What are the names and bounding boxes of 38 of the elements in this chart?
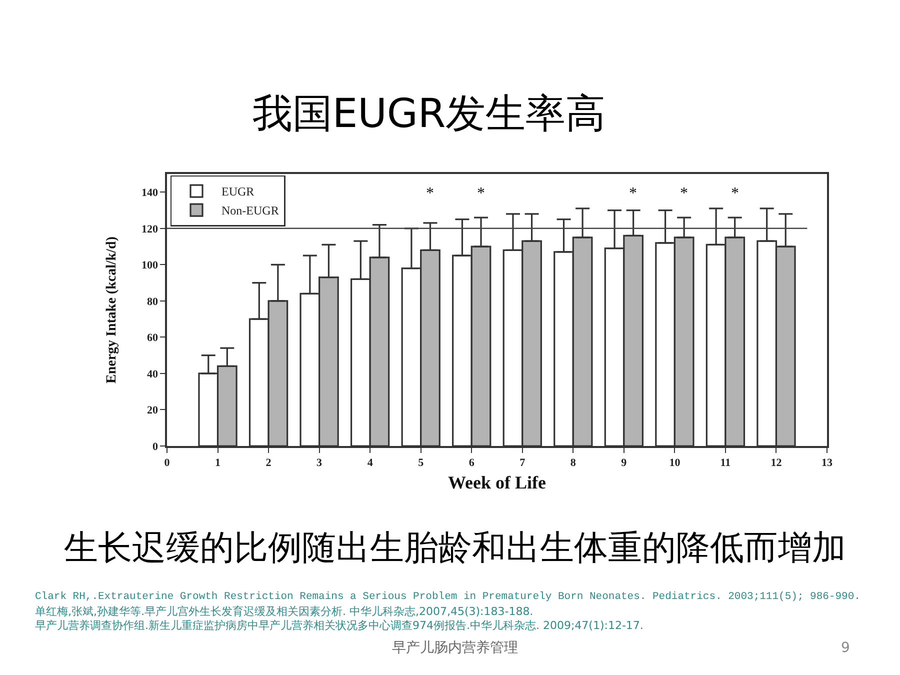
x-tick-label: 13 bbox=[822, 457, 833, 469]
x-tick-label: 1 bbox=[215, 457, 221, 469]
text: 生长迟缓的比例随出生胎龄和出生体重的降低而增加 bbox=[64, 528, 846, 568]
text: 单红梅,张斌,孙建华等.早产儿宫外生长发育迟缓及相关因素分析. 中华儿科杂志,2007,45(3):183-188. bbox=[35, 605, 534, 618]
data-label: * bbox=[680, 185, 688, 202]
text: 早产儿肠内营养管理 bbox=[392, 640, 518, 656]
legend-label: Non-EUGR bbox=[222, 204, 279, 218]
x-tick-label: 0 bbox=[164, 457, 170, 469]
x-tick-label: 3 bbox=[316, 457, 323, 469]
text: 早产儿营养调查协作组.新生儿重症监护病房中早产儿营养相关状况多中心调查974例报告.中华儿科杂志. 2009;47(1):12-17. bbox=[35, 619, 644, 632]
y-tick-label: 120 bbox=[142, 223, 158, 236]
text: 9 bbox=[841, 640, 850, 656]
x-tick-label: 8 bbox=[570, 457, 576, 469]
y-tick-label: 60 bbox=[147, 332, 158, 344]
data-label: * bbox=[629, 185, 637, 202]
x-tick-label: 11 bbox=[720, 457, 731, 469]
y-tick-label: 80 bbox=[147, 296, 158, 308]
y-tick-label: 0 bbox=[152, 440, 158, 453]
x-tick-label: 5 bbox=[418, 457, 424, 469]
x-tick-label: 6 bbox=[468, 457, 475, 469]
y-axis-title: Energy Intake (kcal/k/d) bbox=[104, 236, 120, 384]
x-tick-label: 4 bbox=[367, 457, 374, 469]
data-label: * bbox=[731, 185, 739, 202]
legend-label: EUGR bbox=[222, 184, 254, 199]
x-tick-label: 7 bbox=[520, 457, 526, 469]
x-tick-label: 9 bbox=[621, 457, 628, 469]
chart-title: 我国EUGR发生率高 bbox=[252, 91, 606, 137]
x-tick-label: 10 bbox=[669, 457, 681, 469]
text: Clark RH,.Extrauterine Growth Restriction Remains a Serious Problem in Prematurely Born Neonates. Pediatrics. 2003;111(5); 986-990. bbox=[35, 591, 860, 603]
y-tick-label: 140 bbox=[142, 186, 158, 199]
data-label: * bbox=[477, 185, 485, 202]
data-label: * bbox=[426, 185, 434, 202]
y-tick-label: 20 bbox=[147, 404, 158, 417]
x-axis-title: Week of Life bbox=[448, 472, 546, 493]
y-tick-label: 40 bbox=[147, 368, 158, 380]
x-tick-label: 2 bbox=[266, 457, 272, 469]
y-tick-label: 100 bbox=[142, 260, 158, 272]
x-tick-label: 12 bbox=[770, 457, 782, 469]
